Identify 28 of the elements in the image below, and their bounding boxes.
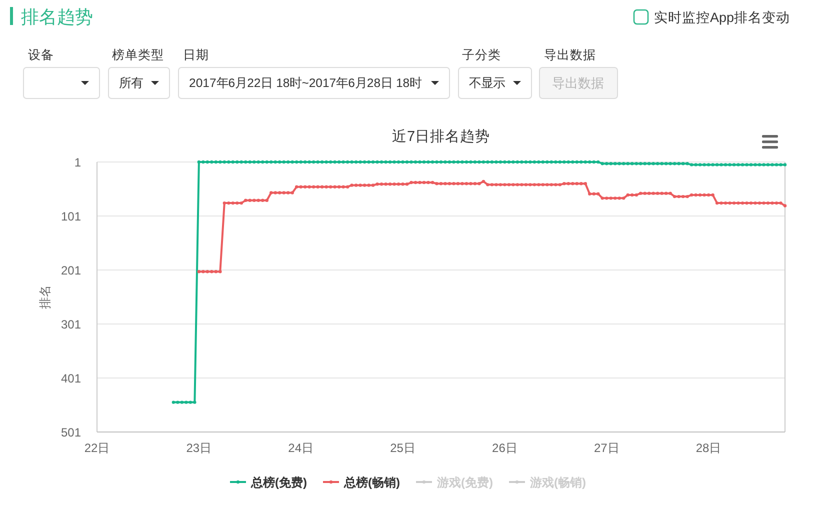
text: 排名趋势: [21, 7, 93, 27]
text: 所有: [119, 76, 143, 90]
y-axis-title: 排名: [38, 285, 52, 309]
x-tick-label: 24日: [288, 441, 314, 455]
text: 实时监控App排名变动: [654, 10, 790, 25]
y-tick-label: 501: [60, 426, 82, 440]
legend-label: 总榜(畅销): [343, 476, 400, 490]
text: 日期: [183, 48, 209, 62]
x-tick-label: 25日: [390, 441, 416, 455]
text: 子分类: [462, 48, 501, 62]
legend-label: 总榜(免费): [250, 476, 307, 490]
y-tick-label: 401: [60, 372, 82, 386]
text: 导出数据: [552, 76, 604, 90]
x-tick-label: 28日: [696, 441, 722, 455]
text: 2017年6月22日 18时~2017年6月28日 18时: [189, 76, 422, 90]
chart-title: 近7日排名趋势: [392, 128, 490, 145]
x-tick-label: 23日: [186, 441, 212, 455]
text: 设备: [28, 48, 54, 62]
y-tick-label: 1: [74, 156, 82, 170]
x-tick-label: 27日: [594, 441, 620, 455]
y-tick-label: 201: [60, 264, 82, 278]
text: 不显示: [469, 76, 505, 90]
text: 导出数据: [544, 48, 596, 62]
x-tick-label: 26日: [492, 441, 518, 455]
y-tick-label: 301: [60, 318, 82, 332]
text: 榜单类型: [112, 48, 164, 62]
y-tick-label: 101: [60, 210, 82, 224]
x-tick-label: 22日: [84, 441, 110, 455]
